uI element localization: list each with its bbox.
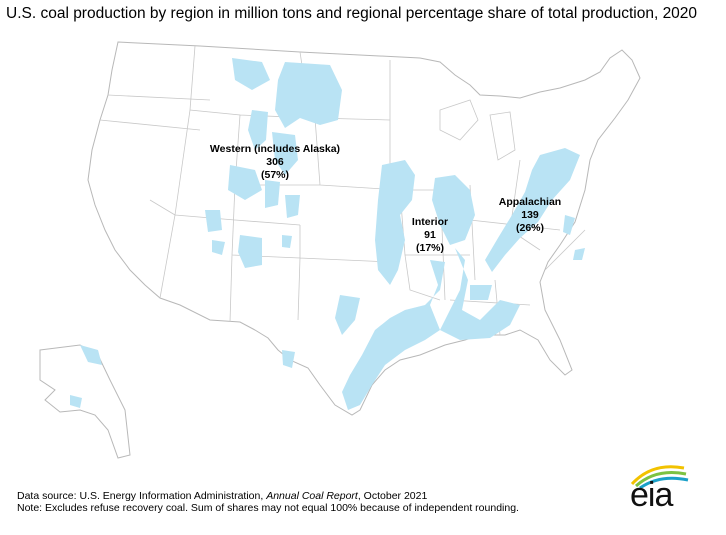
region-value: 139 — [521, 209, 539, 221]
region-share: (17%) — [415, 242, 444, 254]
source-prefix: Data source: U.S. Energy Information Adm… — [17, 490, 267, 502]
alaska-outline — [39, 344, 131, 459]
region-value: 91 — [424, 229, 436, 241]
region-share: (26%) — [515, 222, 544, 234]
state-borders — [99, 45, 586, 336]
source-suffix: , October 2021 — [357, 490, 428, 502]
great-lakes — [439, 99, 516, 161]
region-name: Interior — [411, 216, 449, 228]
region-share: (57%) — [260, 169, 289, 181]
eia-logo-text: eia — [630, 476, 673, 514]
data-source-footnote: Data source: U.S. Energy Information Adm… — [17, 490, 427, 502]
region-name: Western (includes Alaska) — [209, 143, 341, 155]
source-title: Annual Coal Report — [266, 490, 358, 502]
eia-logo-icon — [630, 465, 689, 488]
chart-title: U.S. coal production by region in millio… — [6, 5, 698, 22]
western-basin — [232, 58, 270, 90]
region-name: Appalachian — [498, 196, 562, 208]
appalachian-basin — [485, 148, 580, 272]
interior-basin — [375, 160, 415, 285]
region-label-western: Western (includes Alaska) 306 (57%) — [205, 143, 345, 182]
region-value: 306 — [266, 156, 284, 168]
coal-regions — [70, 58, 585, 410]
region-label-appalachian: Appalachian 139 (26%) — [490, 196, 570, 235]
region-label-interior: Interior 91 (17%) — [400, 216, 460, 255]
note-footnote: Note: Excludes refuse recovery coal. Sum… — [17, 502, 519, 514]
